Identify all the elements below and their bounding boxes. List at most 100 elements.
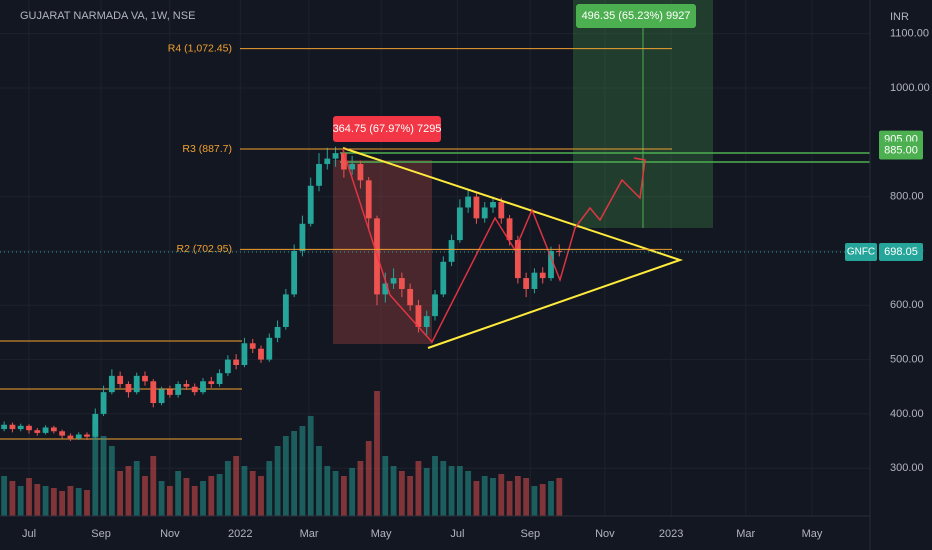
x-tick-label: May — [371, 528, 392, 540]
candle-body — [324, 158, 331, 165]
candle-body — [1, 424, 8, 430]
pivot-label: R3 (887.7) — [182, 143, 232, 155]
volume-bar — [465, 471, 472, 516]
candle-body — [282, 294, 289, 327]
volume-bar — [274, 446, 281, 516]
x-tick-label: Nov — [160, 528, 180, 540]
candle-body — [498, 202, 505, 219]
candle-body — [50, 427, 57, 432]
candle-body — [67, 435, 74, 439]
candle-body — [208, 381, 215, 385]
volume-bar — [473, 481, 480, 516]
candle-body — [514, 240, 521, 279]
volume-bar — [415, 461, 422, 516]
pivot-label: R4 (1,072.45) — [168, 42, 232, 54]
y-tick-label: 800.00 — [890, 191, 924, 203]
triangle — [342, 147, 684, 349]
x-tick-label: May — [802, 528, 823, 540]
price-tag — [879, 242, 923, 261]
volume-bar — [357, 461, 364, 516]
candle-body — [258, 348, 264, 360]
volume-bar — [224, 461, 231, 516]
volume-bar — [282, 436, 289, 516]
axes: 300.00400.00500.00600.00700.00800.001000… — [22, 28, 930, 540]
candle-body — [539, 272, 546, 279]
annotation: 496.35 (65.23%) 9927 — [582, 10, 691, 22]
candle-body — [241, 343, 248, 366]
candles — [1, 146, 563, 442]
y-tick-label: 300.00 — [890, 462, 924, 474]
x-tick-label: Jul — [450, 528, 464, 540]
currency: INR — [890, 11, 909, 23]
volume-bar — [150, 456, 157, 516]
zigzag — [342, 149, 646, 344]
candle-body — [448, 240, 455, 262]
volume-bar — [291, 431, 298, 516]
volume-bar — [183, 478, 190, 516]
volume-bar — [490, 478, 496, 516]
volume-bar — [332, 471, 339, 516]
volume-bar — [456, 466, 463, 516]
candle-body — [84, 434, 90, 437]
candle-body — [548, 250, 554, 279]
candle-body — [59, 431, 66, 436]
annotation-box — [576, 4, 696, 28]
candle-body — [423, 316, 430, 327]
candle-body — [473, 196, 480, 219]
chart-title: GUJARAT NARMADA VA, 1W, NSE — [20, 10, 195, 22]
volume-bar — [548, 481, 554, 516]
candle-body — [349, 164, 356, 170]
volume-bar — [258, 476, 264, 516]
volume-bar — [324, 466, 331, 516]
candle-body — [481, 207, 488, 219]
candle-body — [117, 375, 124, 385]
volume-bar — [75, 488, 82, 516]
candle-body — [92, 413, 99, 437]
candle-body — [332, 153, 339, 159]
volume-bar — [158, 481, 165, 516]
levels: R4 (1,072.45) R3 (887.7) R2 (702.95) — [0, 42, 870, 255]
candle-body — [274, 326, 281, 338]
symbol-label: GNFC — [847, 247, 875, 258]
volume-bar — [316, 446, 322, 516]
candle-body — [556, 250, 563, 252]
candle-body — [142, 375, 148, 382]
volume-bar — [9, 481, 16, 516]
candle-body — [316, 164, 322, 186]
candle-body — [490, 202, 496, 208]
candle-body — [531, 272, 538, 289]
volume-bar — [84, 490, 90, 516]
candle-body — [382, 283, 389, 295]
candle-body — [224, 359, 231, 374]
volume-bar — [249, 471, 256, 516]
volume-bar — [398, 471, 405, 516]
volume-bar — [448, 466, 455, 516]
price-tag-label: 698.05 — [884, 246, 918, 258]
candle-body — [291, 250, 298, 295]
candle-body — [440, 261, 447, 295]
volume-bar — [216, 474, 223, 516]
x-tick-label: 2022 — [228, 528, 252, 540]
candle-body — [415, 305, 422, 327]
candle-body — [166, 389, 173, 395]
candle-body — [200, 381, 206, 393]
x-tick-label: Nov — [595, 528, 615, 540]
candle-body — [407, 288, 414, 306]
annotation-box — [333, 116, 441, 142]
y-tick-label: 400.00 — [890, 408, 924, 420]
volume-bar — [266, 461, 273, 516]
candle-body — [191, 386, 198, 393]
volume-bar — [42, 486, 49, 516]
y-tick-label: 1000.00 — [890, 82, 930, 94]
candle-body — [307, 185, 314, 224]
volume-bar — [166, 486, 173, 516]
volume-bar — [100, 436, 107, 516]
volume-bar — [191, 486, 198, 516]
volume-bar — [432, 456, 438, 516]
volume-bar — [26, 478, 32, 516]
volume-bar — [233, 456, 240, 516]
x-tick-label: Mar — [300, 528, 319, 540]
volume-bar — [307, 416, 314, 516]
x-tick-label: 2023 — [659, 528, 683, 540]
